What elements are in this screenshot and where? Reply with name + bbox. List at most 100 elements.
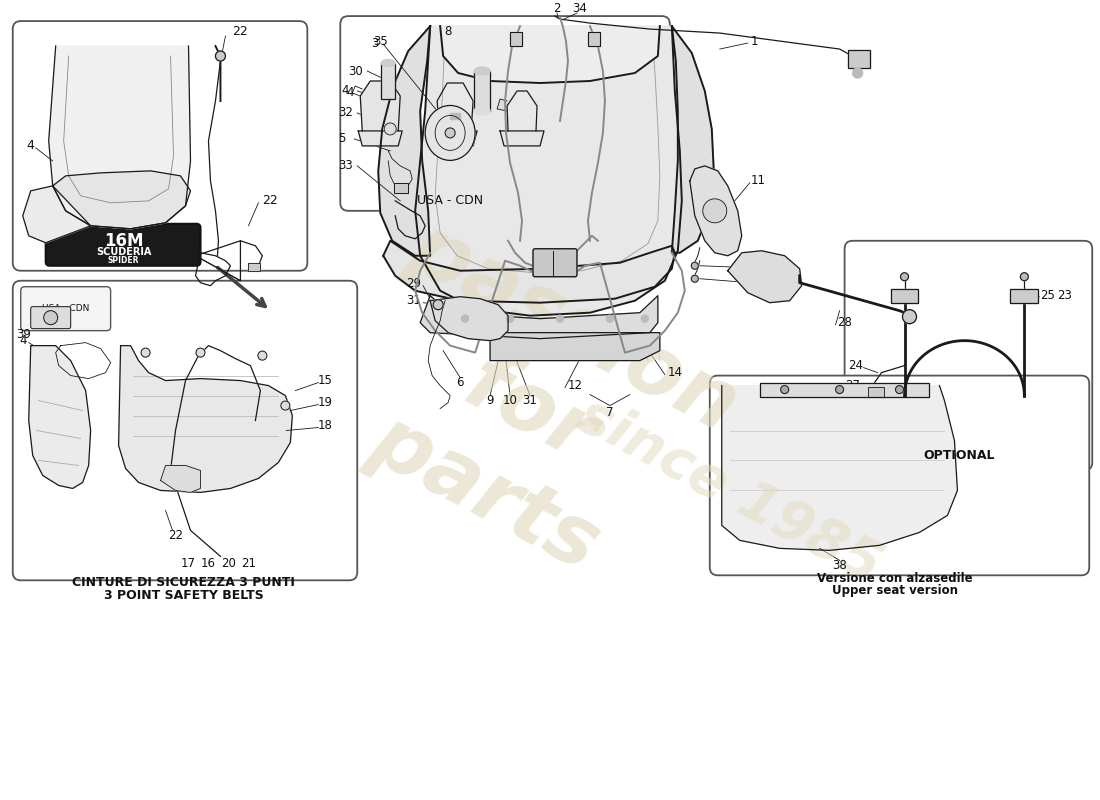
Polygon shape [383, 241, 674, 302]
Text: 16: 16 [201, 557, 216, 570]
Bar [587, 32, 600, 46]
Polygon shape [48, 46, 190, 229]
Bar [891, 289, 918, 302]
Bar [394, 183, 408, 193]
Text: 33: 33 [338, 159, 353, 172]
Circle shape [895, 386, 903, 394]
Bar [382, 63, 395, 99]
Text: 31: 31 [522, 394, 538, 407]
Bar [510, 32, 522, 46]
Polygon shape [491, 333, 660, 361]
Polygon shape [672, 26, 714, 253]
Polygon shape [722, 386, 957, 550]
Text: 22: 22 [232, 25, 249, 38]
Text: 21: 21 [241, 557, 256, 570]
Text: 3 POINT SAFETY BELTS: 3 POINT SAFETY BELTS [103, 589, 263, 602]
Text: 8: 8 [444, 25, 452, 38]
Text: 12: 12 [568, 379, 583, 392]
Polygon shape [433, 131, 477, 146]
Text: 9: 9 [486, 394, 494, 407]
Bar [760, 382, 930, 397]
Text: 15: 15 [318, 374, 332, 387]
Text: 16M: 16M [103, 232, 143, 250]
Text: 1: 1 [751, 34, 759, 47]
Text: 7: 7 [606, 406, 614, 419]
Circle shape [901, 273, 909, 281]
Circle shape [1021, 273, 1028, 281]
Text: 17: 17 [182, 557, 196, 570]
Text: 10: 10 [503, 394, 517, 407]
Text: 3: 3 [372, 37, 378, 50]
Bar [587, 32, 600, 46]
Text: SPIDER: SPIDER [108, 256, 140, 266]
Polygon shape [378, 26, 430, 256]
Text: 20: 20 [221, 557, 235, 570]
Text: 4: 4 [346, 86, 354, 99]
FancyBboxPatch shape [845, 241, 1092, 470]
Polygon shape [361, 81, 400, 131]
Polygon shape [728, 250, 802, 302]
Polygon shape [53, 171, 190, 229]
Text: 29: 29 [406, 278, 420, 290]
Polygon shape [440, 26, 660, 83]
Text: CINTURE DI SICUREZZA 3 PUNTI: CINTURE DI SICUREZZA 3 PUNTI [73, 576, 295, 589]
FancyBboxPatch shape [710, 375, 1089, 575]
FancyBboxPatch shape [13, 281, 358, 580]
Circle shape [691, 275, 698, 282]
FancyBboxPatch shape [340, 16, 670, 211]
Ellipse shape [382, 59, 395, 66]
Text: SCUDERIA: SCUDERIA [96, 246, 152, 257]
FancyBboxPatch shape [21, 286, 111, 330]
Circle shape [462, 315, 469, 322]
FancyBboxPatch shape [31, 306, 70, 329]
Bar [868, 386, 883, 397]
Text: since 1985: since 1985 [569, 388, 891, 593]
Circle shape [557, 315, 563, 322]
Text: 32: 32 [338, 106, 353, 119]
Ellipse shape [474, 67, 491, 75]
FancyBboxPatch shape [13, 21, 307, 270]
Text: 10: 10 [752, 274, 767, 287]
Text: OPTIONAL: OPTIONAL [924, 449, 996, 462]
Circle shape [836, 386, 844, 394]
Text: 25: 25 [1040, 290, 1055, 302]
FancyBboxPatch shape [534, 249, 578, 277]
Circle shape [280, 401, 290, 410]
Text: 26: 26 [1024, 290, 1038, 302]
Text: 9: 9 [756, 259, 763, 272]
Polygon shape [497, 99, 507, 111]
Circle shape [257, 351, 267, 360]
Text: 39: 39 [16, 328, 31, 341]
Bar [1011, 289, 1038, 302]
Polygon shape [430, 297, 508, 341]
Text: 37: 37 [515, 34, 529, 47]
Text: 38: 38 [833, 559, 847, 572]
Text: 13: 13 [777, 286, 791, 299]
Text: 34: 34 [572, 2, 587, 14]
Circle shape [902, 310, 916, 324]
Text: 4: 4 [341, 85, 349, 98]
Text: 19: 19 [318, 396, 333, 409]
Text: 27: 27 [845, 379, 860, 392]
Text: passion
for
parts: passion for parts [308, 207, 752, 614]
Polygon shape [500, 131, 544, 146]
Bar [848, 50, 870, 68]
Text: 23: 23 [1057, 290, 1071, 302]
Bar [474, 71, 491, 111]
Text: 35: 35 [373, 34, 387, 47]
Bar [394, 183, 408, 193]
Circle shape [141, 348, 150, 357]
Text: 18: 18 [318, 419, 332, 432]
Polygon shape [507, 91, 537, 131]
Text: 2: 2 [553, 2, 561, 14]
Text: Upper seat version: Upper seat version [832, 584, 957, 597]
Text: 4: 4 [26, 139, 35, 153]
Text: Versione con alzasedile: Versione con alzasedile [816, 572, 972, 585]
Text: 24: 24 [848, 359, 864, 372]
Bar [249, 262, 261, 270]
Bar [1011, 289, 1038, 302]
Text: 31: 31 [406, 294, 420, 307]
Text: 22: 22 [263, 194, 278, 207]
Polygon shape [161, 466, 200, 493]
Bar [891, 289, 918, 302]
